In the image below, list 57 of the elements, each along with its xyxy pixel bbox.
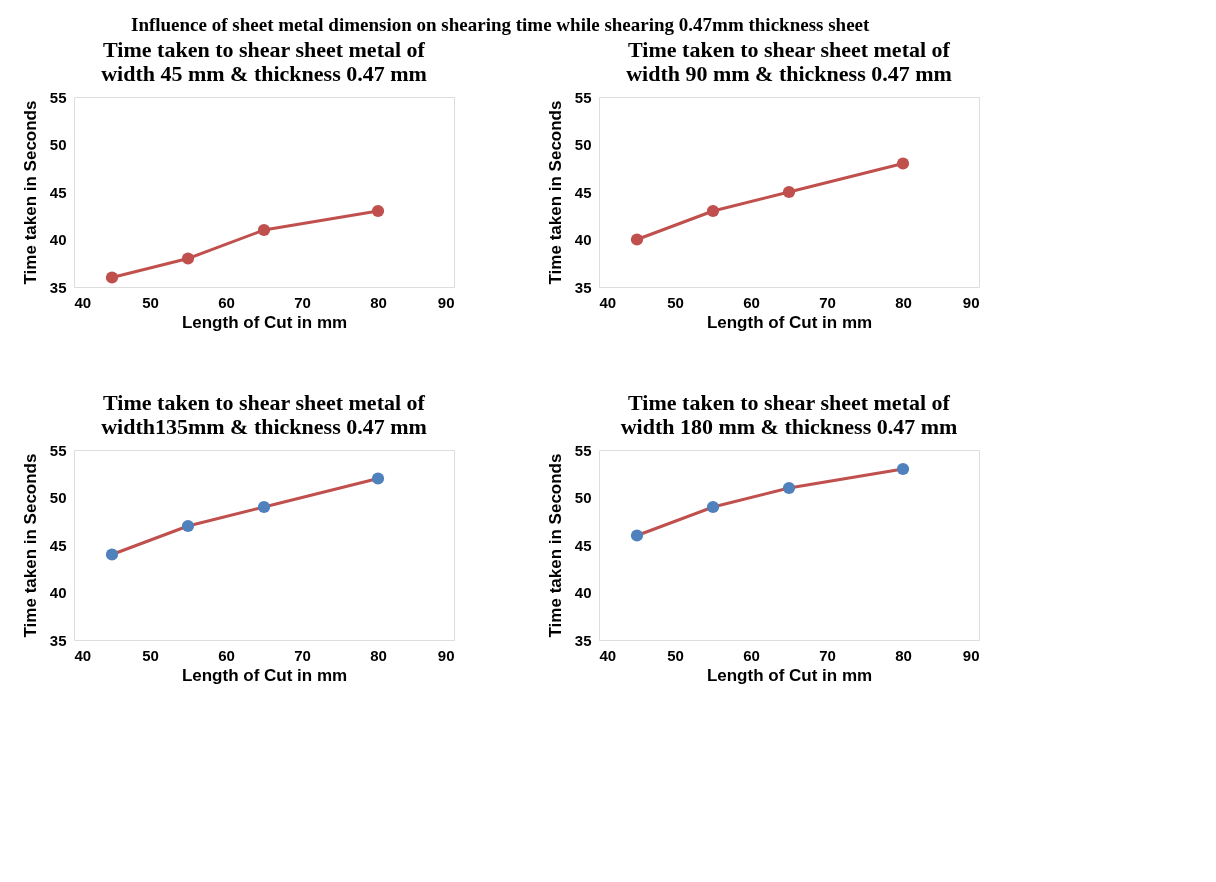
- x-tick-label: 80: [895, 293, 912, 311]
- x-tick-label: 50: [667, 293, 684, 311]
- y-tick-label: 35: [49, 631, 67, 649]
- y-tick-label: 35: [574, 631, 592, 649]
- x-axis-title: Length of Cut in mm: [706, 312, 873, 332]
- x-tick-label: 70: [819, 293, 836, 311]
- x-tick-label: 90: [962, 293, 980, 311]
- y-tick-label: 55: [49, 441, 67, 459]
- y-axis-title: Time taken in Seconds: [20, 453, 40, 638]
- x-axis-title: Length of Cut in mm: [181, 312, 348, 332]
- x-tick-label: 70: [294, 293, 311, 311]
- y-tick-label: 50: [49, 489, 67, 506]
- x-tick-label: 80: [895, 646, 912, 664]
- chart-title: Time taken to shear sheet metal of width135mm & thickness 0.47 mm: [101, 390, 427, 439]
- y-axis-title: Time taken in Seconds: [545, 100, 565, 285]
- y-tick-label: 35: [574, 278, 592, 296]
- x-tick-label: 90: [962, 646, 980, 664]
- x-tick-label: 40: [74, 646, 92, 664]
- y-tick-label: 45: [49, 536, 67, 554]
- y-tick-label: 50: [574, 136, 592, 153]
- x-tick-label: 80: [370, 646, 387, 664]
- y-tick-label: 40: [49, 231, 67, 248]
- y-tick-label: 55: [574, 88, 592, 106]
- x-axis-title: Length of Cut in mm: [706, 665, 873, 685]
- x-tick-label: 60: [743, 293, 760, 311]
- x-axis-title: Length of Cut in mm: [181, 665, 348, 685]
- y-tick-label: 40: [574, 231, 592, 248]
- x-tick-label: 40: [599, 646, 617, 664]
- y-tick-label: 50: [49, 136, 67, 153]
- y-axis-title: Time taken in Seconds: [20, 100, 40, 285]
- y-tick-label: 45: [574, 536, 592, 554]
- y-tick-label: 40: [574, 584, 592, 601]
- x-tick-label: 40: [599, 293, 617, 311]
- y-tick-label: 45: [574, 183, 592, 201]
- x-tick-label: 90: [437, 646, 455, 664]
- y-tick-label: 55: [49, 88, 67, 106]
- x-tick-label: 60: [218, 293, 235, 311]
- chart-title: Time taken to shear sheet metal of width 180 mm & thickness 0.47 mm: [620, 390, 958, 439]
- x-tick-label: 80: [370, 293, 387, 311]
- chart-title: Time taken to shear sheet metal of width 90 mm & thickness 0.47 mm: [626, 37, 952, 86]
- x-tick-label: 60: [218, 646, 235, 664]
- x-tick-label: 50: [142, 646, 159, 664]
- x-tick-label: 60: [743, 646, 760, 664]
- y-tick-label: 40: [49, 584, 67, 601]
- y-tick-label: 55: [574, 441, 592, 459]
- x-tick-label: 70: [819, 646, 836, 664]
- x-tick-label: 70: [294, 646, 311, 664]
- y-tick-label: 35: [49, 278, 67, 296]
- x-tick-label: 90: [437, 293, 455, 311]
- x-tick-label: 50: [142, 293, 159, 311]
- chart-title: Time taken to shear sheet metal of width 45 mm & thickness 0.47 mm: [101, 37, 427, 86]
- x-tick-label: 40: [74, 293, 92, 311]
- y-tick-label: 45: [49, 183, 67, 201]
- y-tick-label: 50: [574, 489, 592, 506]
- y-axis-title: Time taken in Seconds: [545, 453, 565, 638]
- x-tick-label: 50: [667, 646, 684, 664]
- text: Influence of sheet metal dimension on shearing time while shearing 0.47mm thickness sheet: [130, 13, 870, 35]
